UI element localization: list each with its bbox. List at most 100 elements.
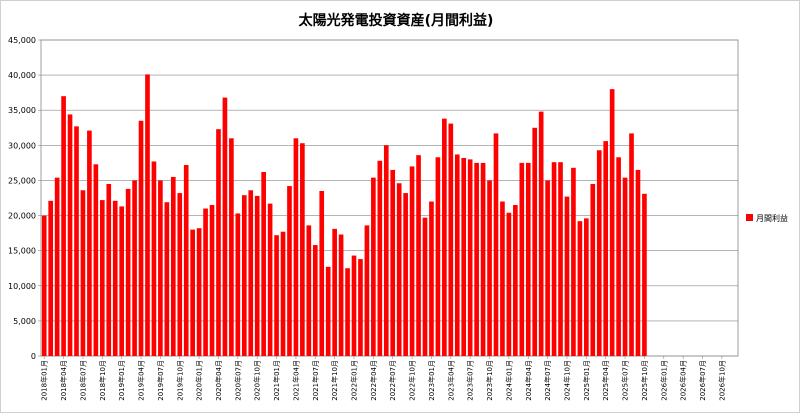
bar xyxy=(248,190,254,356)
x-tick-label: 2019年07月 xyxy=(156,360,165,401)
bar xyxy=(500,201,505,356)
bar xyxy=(99,200,105,356)
bar xyxy=(616,157,621,356)
bar xyxy=(351,255,357,356)
bar xyxy=(216,129,221,356)
x-tick-label: 2018年07月 xyxy=(78,360,87,401)
bar xyxy=(545,180,550,356)
bar xyxy=(474,162,479,356)
bar xyxy=(513,205,518,356)
bar xyxy=(235,213,241,356)
x-tick-label: 2022年10月 xyxy=(408,360,417,401)
y-tick-label: 15,000 xyxy=(8,247,36,256)
bar xyxy=(551,162,557,356)
bar xyxy=(306,225,312,356)
x-tick-label: 2020年01月 xyxy=(195,360,204,401)
bar xyxy=(293,138,299,356)
y-tick-label: 25,000 xyxy=(8,176,36,185)
bar xyxy=(461,157,467,356)
bar xyxy=(435,157,441,356)
x-tick-label: 2023年04月 xyxy=(446,360,455,401)
bar xyxy=(358,259,363,356)
legend-label: 月間利益 xyxy=(756,213,788,223)
bar xyxy=(403,193,408,356)
bar xyxy=(642,193,647,356)
bar xyxy=(319,190,325,356)
x-tick-label: 2022年04月 xyxy=(369,360,378,401)
bar xyxy=(87,130,92,356)
bar xyxy=(622,177,628,356)
bar xyxy=(603,141,609,356)
y-axis: 0 5,000 10,000 15,000 20,000 25,000 30,000 35,0… xyxy=(8,36,41,361)
x-tick-label: 2018年01月 xyxy=(40,360,49,401)
x-tick-label: 2023年07月 xyxy=(466,360,475,401)
bar xyxy=(493,133,499,356)
x-tick-label: 2026年07月 xyxy=(698,360,707,401)
y-tick-label: 10,000 xyxy=(8,282,36,291)
bar xyxy=(138,120,144,356)
bar xyxy=(396,183,402,356)
x-tick-label: 2025年07月 xyxy=(621,360,630,401)
bar xyxy=(261,172,266,356)
bar xyxy=(312,245,318,356)
x-axis: 2018年01月 2018年04月 2018年07月 2018年10月 2019年01月… xyxy=(40,356,726,401)
y-tick-label: 35,000 xyxy=(8,106,36,115)
bar xyxy=(480,162,486,356)
x-tick-label: 2023年01月 xyxy=(427,360,436,401)
bar xyxy=(584,218,589,356)
bar xyxy=(119,206,124,356)
bar xyxy=(287,186,292,356)
legend-swatch xyxy=(746,214,753,221)
bar xyxy=(442,118,447,356)
y-tick-label: 20,000 xyxy=(8,212,36,221)
bar xyxy=(48,200,54,356)
bar xyxy=(229,138,234,356)
bar xyxy=(254,195,260,356)
y-tick-label: 5,000 xyxy=(13,317,36,326)
bar xyxy=(596,150,602,356)
bar-series xyxy=(41,74,647,357)
x-tick-label: 2019年10月 xyxy=(175,360,184,401)
x-tick-label: 2026年04月 xyxy=(679,360,688,401)
x-tick-label: 2021年01月 xyxy=(272,360,281,401)
x-tick-label: 2020年04月 xyxy=(214,360,223,401)
bar xyxy=(416,155,421,356)
bar xyxy=(338,234,344,356)
bar xyxy=(448,123,454,356)
bar xyxy=(564,196,570,356)
bar xyxy=(93,164,99,356)
x-tick-label: 2019年04月 xyxy=(137,360,146,401)
bar xyxy=(170,176,176,356)
x-tick-label: 2022年07月 xyxy=(388,360,397,401)
bar xyxy=(145,74,150,357)
y-tick-label: 0 xyxy=(31,352,36,361)
bar xyxy=(132,180,137,356)
bar xyxy=(300,143,305,356)
x-tick-label: 2023年10月 xyxy=(485,360,494,401)
x-tick-label: 2022年01月 xyxy=(350,360,359,401)
bar xyxy=(571,167,576,356)
bar xyxy=(409,166,415,356)
bar xyxy=(151,161,157,356)
bar xyxy=(577,221,583,356)
bar xyxy=(519,162,525,356)
bar xyxy=(506,212,512,356)
bar xyxy=(274,235,279,356)
bar xyxy=(158,180,163,356)
bar xyxy=(267,203,273,356)
bar xyxy=(196,228,202,356)
x-tick-label: 2026年01月 xyxy=(659,360,668,401)
bar xyxy=(345,268,350,356)
bar xyxy=(635,169,641,356)
bar xyxy=(183,164,189,356)
bar xyxy=(590,183,596,356)
bar xyxy=(125,188,131,356)
bar xyxy=(454,154,460,356)
legend: 月間利益 xyxy=(746,213,788,223)
x-tick-label: 2020年07月 xyxy=(233,360,242,401)
x-tick-label: 2025年10月 xyxy=(640,360,649,401)
x-tick-label: 2024年10月 xyxy=(562,360,571,401)
bar xyxy=(364,225,370,356)
